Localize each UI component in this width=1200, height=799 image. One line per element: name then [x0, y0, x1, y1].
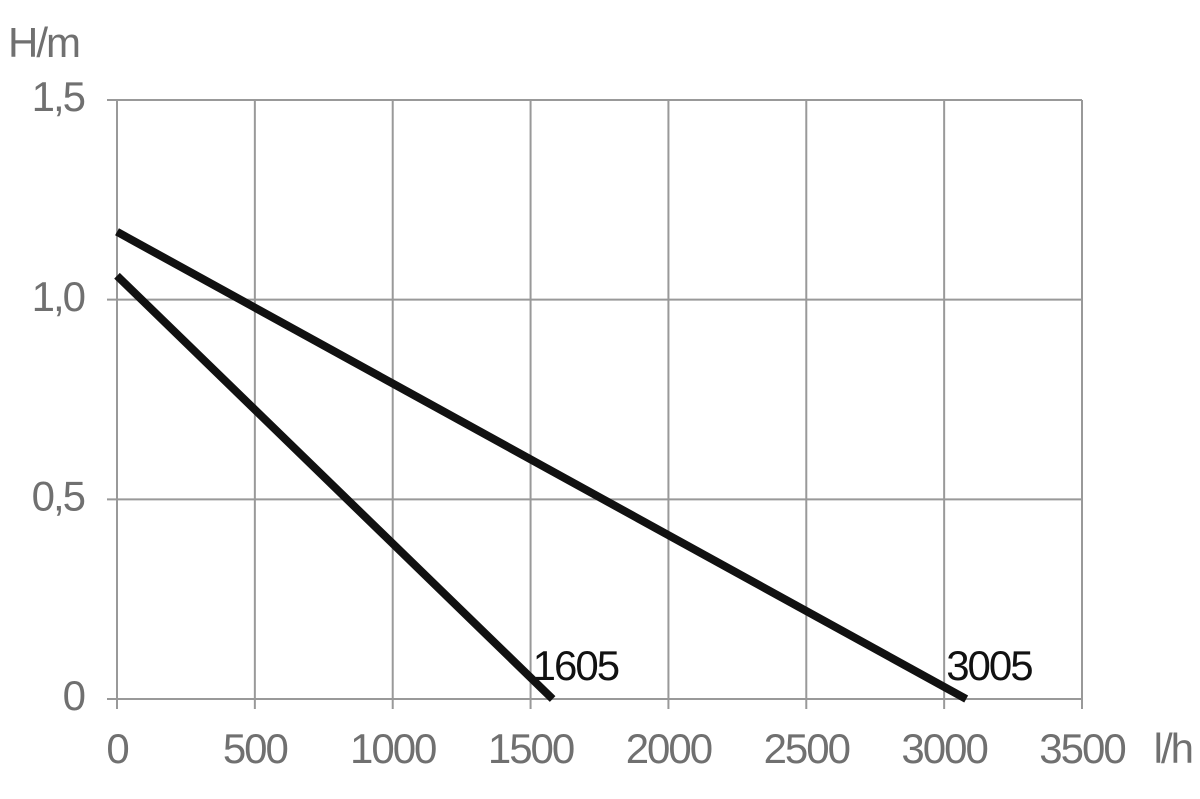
- series-label: 3005: [946, 642, 1032, 689]
- x-tick-label: 0: [106, 725, 128, 772]
- y-axis-label: H/m: [8, 19, 79, 66]
- x-axis-label: l/h: [1154, 725, 1192, 772]
- x-tick-label: 3000: [901, 725, 987, 772]
- series-line: [115, 228, 969, 703]
- y-tick-label: 1,5: [32, 73, 85, 120]
- y-tick-label: 0: [63, 672, 85, 719]
- y-tick-label: 0,5: [32, 472, 85, 519]
- x-tick-label: 3500: [1039, 725, 1125, 772]
- x-tick-label: 500: [223, 725, 288, 772]
- x-tick-label: 1500: [488, 725, 574, 772]
- series-line: [114, 272, 556, 702]
- x-tick-label: 2500: [764, 725, 850, 772]
- x-tick-label: 1000: [350, 725, 436, 772]
- y-tick-label: 1,0: [32, 273, 85, 320]
- series-label: 1605: [533, 642, 619, 689]
- x-tick-label: 2000: [626, 725, 712, 772]
